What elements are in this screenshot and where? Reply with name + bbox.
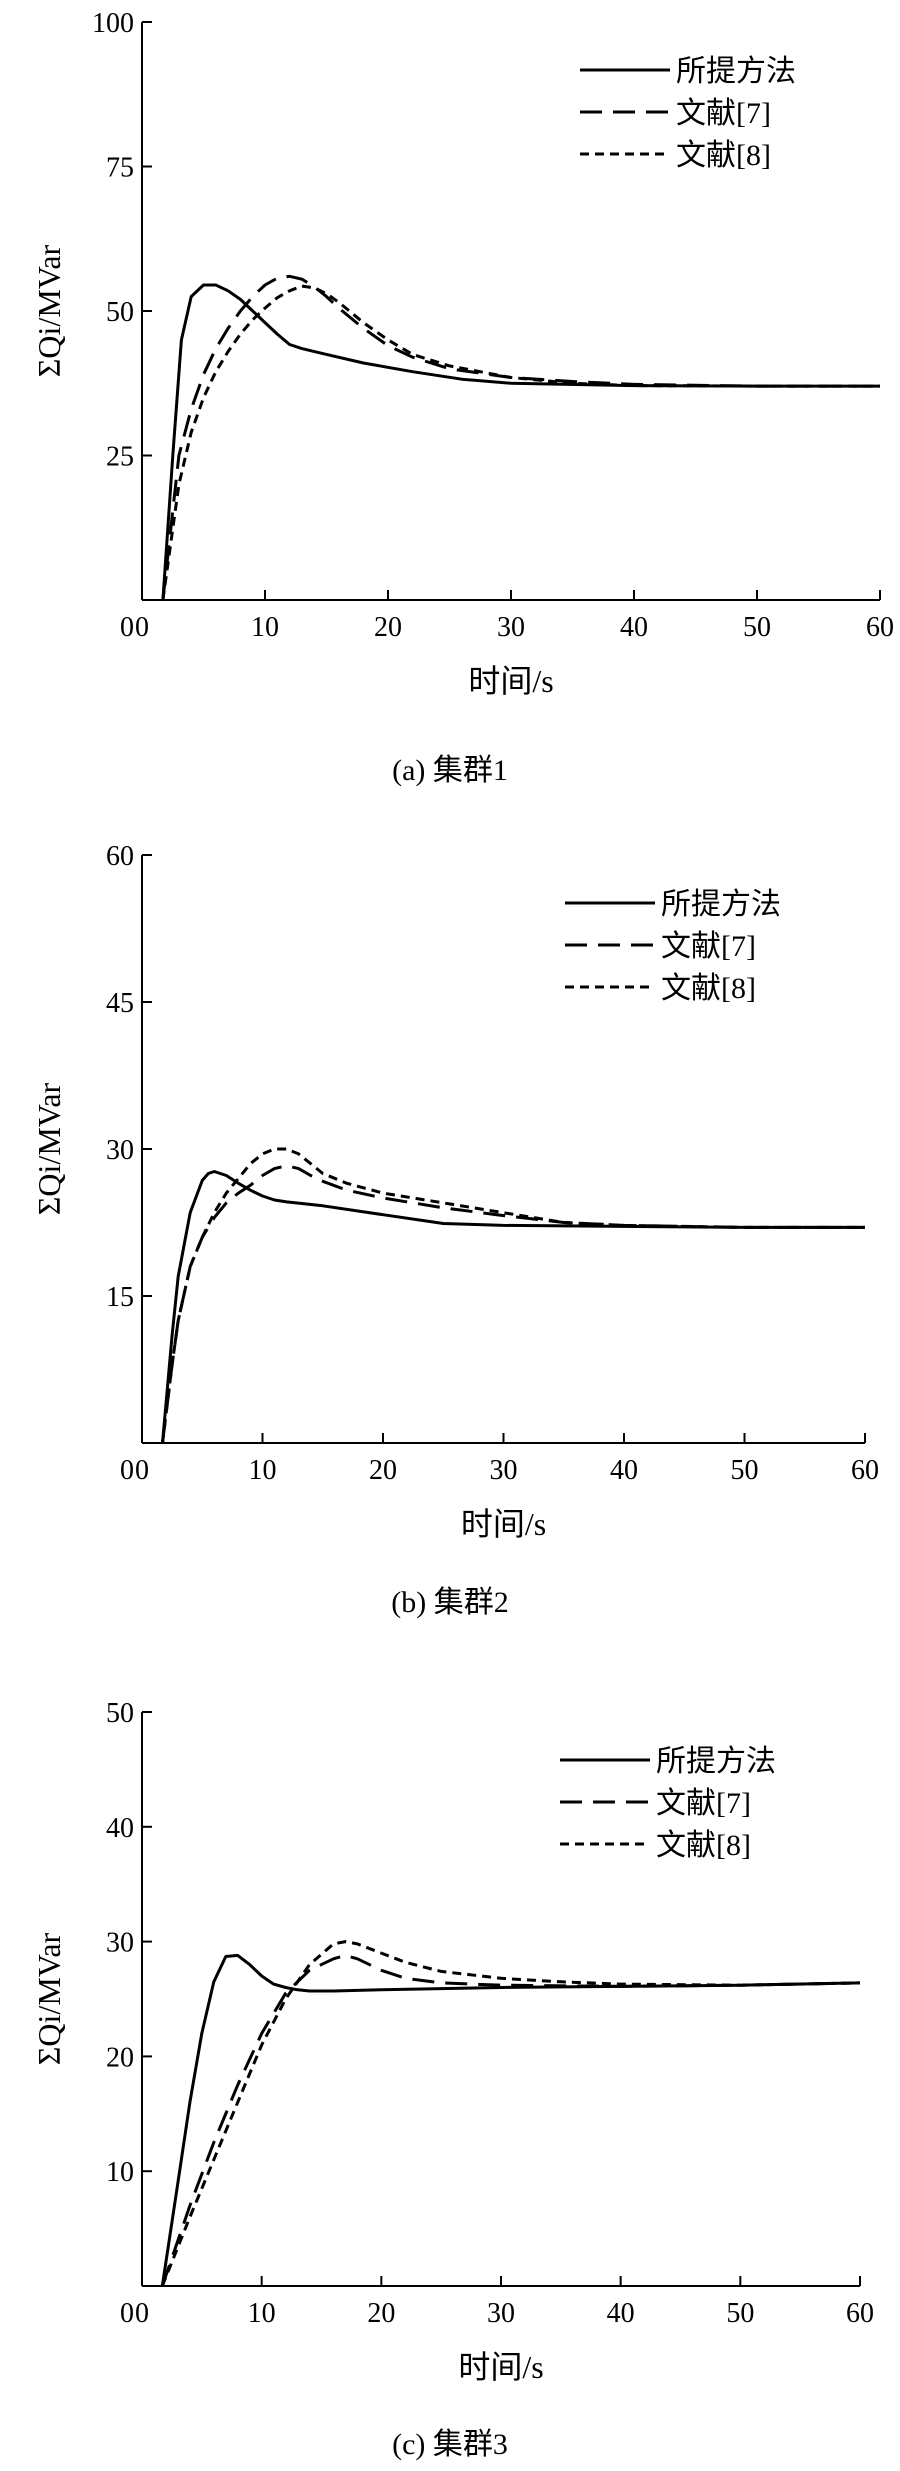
y-tick-label: 15 bbox=[106, 1282, 134, 1313]
legend-label: 文献[8] bbox=[656, 1829, 751, 1862]
y-tick-label: 45 bbox=[106, 988, 134, 1019]
origin-tick-label: 0 bbox=[120, 612, 134, 643]
y-tick-label: 20 bbox=[106, 2042, 134, 2073]
x-tick-label: 0 bbox=[135, 612, 149, 643]
y-tick-label: 50 bbox=[106, 1698, 134, 1729]
series-line bbox=[160, 1953, 861, 2287]
x-tick-label: 40 bbox=[607, 2298, 635, 2329]
x-tick-label: 20 bbox=[367, 2298, 395, 2329]
y-tick-label: 75 bbox=[106, 153, 134, 184]
origin-tick-label: 0 bbox=[120, 1455, 134, 1486]
x-tick-label: 50 bbox=[731, 1455, 759, 1486]
series-line bbox=[161, 1164, 865, 1444]
x-tick-label: 40 bbox=[620, 612, 648, 643]
x-tick-label: 50 bbox=[726, 2298, 754, 2329]
panel-caption: (b) 集群2 bbox=[391, 1586, 508, 1619]
x-axis-title: 时间/s bbox=[468, 663, 553, 699]
x-tick-label: 40 bbox=[610, 1455, 638, 1486]
x-tick-label: 60 bbox=[851, 1455, 879, 1486]
y-tick-label: 50 bbox=[106, 297, 134, 328]
x-tick-label: 10 bbox=[249, 1455, 277, 1486]
y-tick-label: 30 bbox=[106, 1135, 134, 1166]
chart-panel-3: 0 10 20 30 40 50 60 10 20 30 40 50 0 时间/s ΣQi/MVar 所提方法… bbox=[31, 1698, 874, 2461]
y-tick-label: 10 bbox=[106, 2157, 134, 2188]
x-axis-title: 时间/s bbox=[461, 1506, 546, 1542]
y-tick-label: 40 bbox=[106, 1813, 134, 1844]
x-tick-label: 60 bbox=[846, 2298, 874, 2329]
y-tick-label: 60 bbox=[106, 841, 134, 872]
y-tick-label: 100 bbox=[92, 8, 134, 39]
x-tick-label: 30 bbox=[487, 2298, 515, 2329]
legend-label: 文献[8] bbox=[676, 139, 771, 172]
series-line bbox=[161, 274, 880, 601]
x-tick-label: 10 bbox=[248, 2298, 276, 2329]
series-line bbox=[161, 284, 880, 601]
x-tick-label: 0 bbox=[135, 2298, 149, 2329]
x-tick-label: 60 bbox=[866, 612, 894, 643]
panel-caption: (a) 集群1 bbox=[392, 754, 508, 787]
y-axis-title: ΣQi/MVar bbox=[31, 1082, 67, 1215]
legend-label: 文献[7] bbox=[656, 1787, 751, 1820]
x-tick-label: 20 bbox=[369, 1455, 397, 1486]
series-line bbox=[160, 1940, 861, 2287]
legend-label: 文献[7] bbox=[676, 97, 771, 130]
x-tick-label: 10 bbox=[251, 612, 279, 643]
x-tick-label: 20 bbox=[374, 612, 402, 643]
y-tick-label: 30 bbox=[106, 1928, 134, 1959]
legend-label: 文献[8] bbox=[661, 972, 756, 1005]
y-axis-title: ΣQi/MVar bbox=[31, 244, 67, 377]
x-tick-label: 50 bbox=[743, 612, 771, 643]
y-tick-label: 25 bbox=[106, 442, 134, 473]
panel-caption: (c) 集群3 bbox=[392, 2428, 508, 2461]
y-axis-title: ΣQi/MVar bbox=[31, 1932, 67, 2065]
chart-panel-2: 0 10 20 30 40 50 60 15 30 45 60 0 时间/s ΣQi/MVar 所提方法文献… bbox=[31, 841, 879, 1619]
series-line bbox=[161, 283, 880, 601]
legend-label: 所提方法 bbox=[661, 888, 781, 921]
chart-panel-1: 0 10 20 30 40 50 60 25 50 75 100 0 时间/s ΣQi/MVar 所提方法文… bbox=[31, 8, 894, 787]
series-line bbox=[160, 1953, 861, 2287]
legend-label: 所提方法 bbox=[656, 1745, 776, 1778]
x-tick-label: 30 bbox=[497, 612, 525, 643]
origin-tick-label: 0 bbox=[120, 2298, 134, 2329]
series-line bbox=[161, 1147, 865, 1444]
x-axis-title: 时间/s bbox=[458, 2349, 543, 2385]
x-tick-label: 0 bbox=[135, 1455, 149, 1486]
x-tick-label: 30 bbox=[490, 1455, 518, 1486]
legend-label: 所提方法 bbox=[676, 55, 796, 88]
legend-label: 文献[7] bbox=[661, 930, 756, 963]
series-line bbox=[161, 1170, 865, 1444]
